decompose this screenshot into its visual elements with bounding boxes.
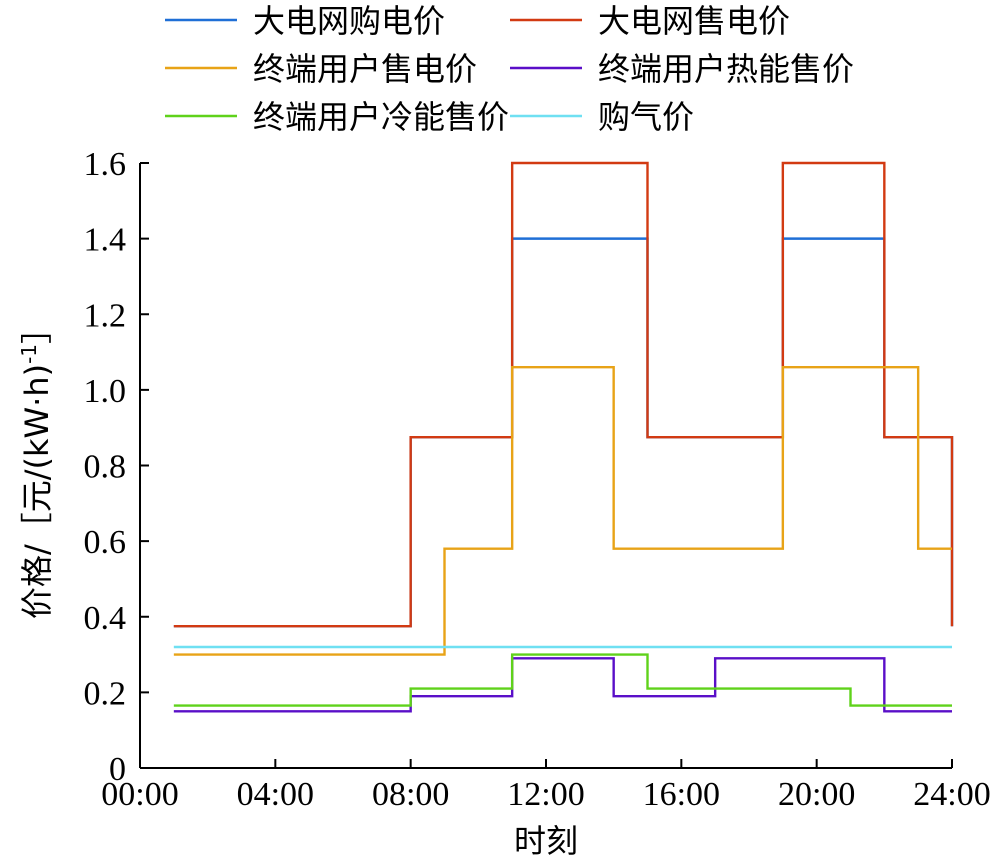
x-tick-label: 04:00 <box>237 776 314 813</box>
y-tick-label: 1.6 <box>84 146 127 183</box>
y-tick-label: 1.2 <box>84 297 127 334</box>
series-line-3 <box>173 657 952 713</box>
x-tick-label: 20:00 <box>778 776 855 813</box>
x-axis-title: 时刻 <box>514 822 578 860</box>
y-tick-label: 1.0 <box>84 373 127 410</box>
series-line-1 <box>173 161 954 628</box>
legend-label: 购气价 <box>598 98 694 136</box>
y-axis-title-main: 价格/［元/(kW·h) <box>18 364 56 619</box>
x-tick-label: 12:00 <box>507 776 584 813</box>
legend-label: 终端用户售电价 <box>253 50 477 88</box>
legend-label: 大电网售电价 <box>598 2 790 40</box>
y-tick-label: 1.4 <box>84 222 127 259</box>
y-tick-label: 0.4 <box>84 600 127 637</box>
x-tick-label: 16:00 <box>643 776 720 813</box>
series-line-2 <box>173 365 952 656</box>
y-axis-title-sup: -1 <box>17 344 41 364</box>
series-line-4 <box>173 653 952 707</box>
x-ticks: 00:00 04:00 08:00 12:00 16:00 20:00 24:00 <box>101 759 991 813</box>
y-tick-label: 0.6 <box>84 524 127 561</box>
series-line-0 <box>173 237 954 628</box>
y-axis-title: 价格/［元/(kW·h)-1］ <box>17 312 56 619</box>
y-tick-label: 0 <box>109 751 126 788</box>
legend-label: 大电网购电价 <box>253 2 445 40</box>
y-tick-label: 0.2 <box>84 675 127 712</box>
x-tick-label: 08:00 <box>372 776 449 813</box>
legend-label: 终端用户热能售价 <box>598 50 854 88</box>
x-tick-label: 24:00 <box>913 776 990 813</box>
y-tick-label: 0.8 <box>84 449 127 486</box>
series-layer <box>173 161 954 713</box>
y-axis-title-close: ］ <box>18 312 56 344</box>
y-ticks: 0 0.2 0.4 0.6 0.8 1.0 1.2 1.4 1.6 <box>84 146 149 788</box>
axes <box>139 163 952 769</box>
legend-label: 终端用户冷能售价 <box>253 98 509 136</box>
x-tick-label: 00:00 <box>101 776 178 813</box>
